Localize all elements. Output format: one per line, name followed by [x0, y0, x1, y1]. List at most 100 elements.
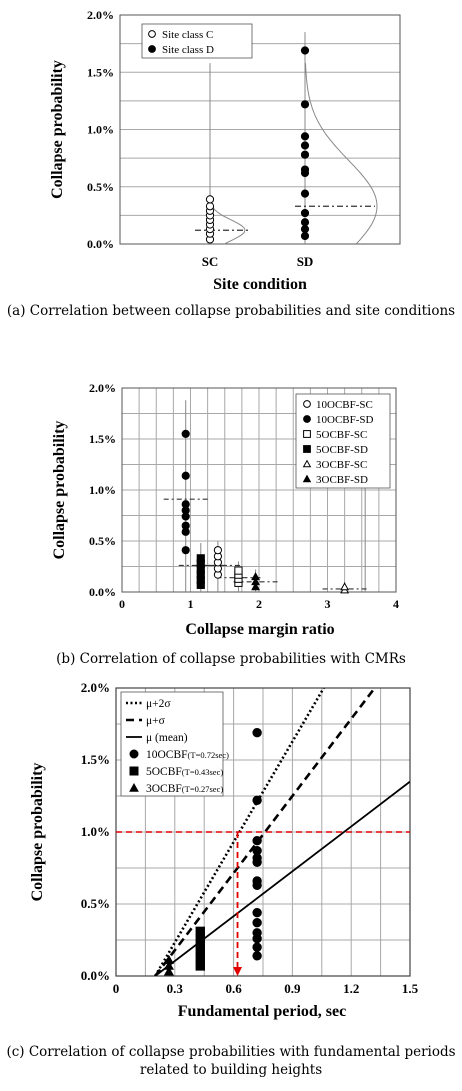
legend-label: 5OCBF-SD	[316, 444, 368, 456]
data-point-5ocbf-sd	[196, 554, 205, 563]
data-point-10ocbf-sd	[181, 500, 190, 509]
y-tick-label: 2.0%	[87, 8, 114, 22]
data-point-site-class-d	[300, 208, 310, 218]
data-point-5ocbf	[195, 961, 205, 971]
y-axis-title: Collapse probability	[29, 763, 46, 902]
data-point-site-class-d	[300, 141, 310, 150]
x-tick-label: 0	[119, 597, 125, 611]
data-point-10ocbf	[252, 951, 262, 961]
legend-marker	[129, 782, 139, 792]
data-point-site-class-d	[300, 189, 310, 198]
legend-marker	[303, 415, 311, 423]
plot-frame	[121, 387, 397, 593]
data-point-site-class-c	[205, 202, 215, 211]
x-tick-label: 0.6	[225, 981, 242, 996]
caption-c: (c) Correlation of collapse probabilitie…	[6, 1044, 456, 1078]
y-tick-label: 0.5%	[87, 180, 114, 194]
data-point-10ocbf-sd	[181, 546, 190, 555]
x-tick-label: 4	[393, 597, 399, 611]
legend-box	[295, 393, 391, 489]
y-tick-label: 2.0%	[81, 680, 110, 695]
y-tick-label: 1.5%	[87, 65, 114, 79]
legend-label: 3OCBF-SC	[316, 459, 367, 471]
legend-label-period: (T=0.72sec)	[188, 750, 230, 760]
data-point-site-class-d	[300, 132, 310, 141]
legend-marker	[303, 400, 311, 408]
data-point-10ocbf-sd	[181, 471, 190, 480]
legend-marker	[148, 45, 156, 53]
distribution-curve-sc	[209, 63, 246, 245]
data-point-10ocbf	[252, 928, 262, 938]
data-point-10ocbf	[252, 795, 262, 806]
y-tick-label: 1.0%	[89, 483, 116, 497]
legend-marker	[302, 474, 312, 483]
chart-a-svg: 0.0% 0.5% 1.0% 1.5% 2.0% SC SD Site condition Co…	[49, 8, 401, 293]
x-tick-label: 2	[256, 597, 262, 611]
data-point-5ocbf-sc	[234, 566, 243, 575]
y-tick-label: 0.5%	[81, 896, 110, 911]
y-tick-label: 1.5%	[89, 432, 116, 446]
x-tick-label: 0.3	[167, 981, 184, 996]
legend-label-period: (T=0.27sec)	[182, 784, 224, 794]
data-point-site-class-d	[300, 150, 310, 159]
x-tick-label: 3	[325, 597, 331, 611]
caption-b: (b) Correlation of collapse probabilitie…	[56, 651, 406, 667]
y-tick-label: 1.0%	[81, 824, 110, 839]
data-point-site-class-d	[300, 100, 310, 109]
data-point-10ocbf-sc	[213, 546, 222, 555]
legend-label: 10OCBF(T=0.72sec)	[146, 749, 229, 761]
x-tick-label: SD	[297, 254, 314, 269]
data-point-10ocbf	[252, 846, 262, 856]
legend-marker	[148, 30, 156, 38]
y-tick-label: 0.0%	[89, 585, 116, 599]
data-point-3ocbf	[163, 966, 174, 976]
legend-marker	[303, 445, 311, 453]
caption-a: (a) Correlation between collapse probabi…	[6, 303, 456, 319]
legend-marker	[302, 459, 312, 468]
x-tick-label: SC	[202, 254, 219, 269]
legend-label: 10OCBF-SD	[316, 414, 374, 426]
y-axis-title: Collapse probability	[49, 60, 66, 199]
chart-b: 0.0% 0.5% 1.0% 1.5% 2.0% 0 1 2 3 4 Collapse margin…	[0, 368, 462, 648]
data-point-3ocbf-sd	[251, 572, 261, 581]
data-point-3ocbf-sc	[340, 582, 350, 591]
data-point-10ocbf-sd	[181, 429, 190, 439]
data-point-site-class-d	[300, 46, 310, 55]
legend-label: Site class C	[162, 29, 213, 41]
legend-label: Site class D	[162, 44, 214, 56]
legend-marker	[129, 766, 139, 776]
chart-b-svg: 0.0% 0.5% 1.0% 1.5% 2.0% 0 1 2 3 4 Collapse margin…	[51, 381, 399, 638]
legend-label: μ (mean)	[146, 732, 188, 744]
data-point-10ocbf	[252, 942, 262, 952]
x-tick-label: 0.9	[284, 981, 301, 996]
reference-arrowhead	[233, 967, 243, 976]
legend-label: 10OCBF-SC	[316, 399, 373, 411]
data-point-3ocbf-sd	[251, 577, 261, 586]
data-point-10ocbf	[252, 876, 262, 886]
data-point-site-class-d	[300, 165, 310, 174]
plot-frame	[119, 14, 401, 245]
legend-label: μ+σ	[146, 715, 166, 727]
data-point-10ocbf	[252, 727, 262, 738]
legend-label: 3OCBF-SD	[316, 474, 368, 486]
legend-box	[141, 23, 253, 59]
data-point-5ocbf	[195, 952, 205, 962]
data-point-5ocbf	[195, 935, 205, 945]
data-point-site-class-d	[300, 225, 310, 234]
x-axis-title: Fundamental period, sec	[178, 1003, 346, 1020]
data-point-site-class-c	[205, 195, 215, 204]
data-point-5ocbf	[195, 926, 205, 937]
data-point-site-class-d	[300, 231, 310, 241]
y-tick-label: 0.0%	[81, 968, 110, 983]
x-axis-title: Collapse margin ratio	[185, 621, 334, 638]
legend-label-period: (T=0.43sec)	[182, 767, 224, 777]
legend-label: 5OCBF-SC	[316, 429, 367, 441]
data-point-10ocbf	[252, 907, 262, 918]
chart-a: 0.0% 0.5% 1.0% 1.5% 2.0% SC SD Site condition Co…	[0, 0, 462, 300]
y-tick-label: 0.0%	[87, 237, 114, 251]
data-point-3ocbf	[163, 960, 174, 970]
y-tick-label: 0.5%	[89, 534, 116, 548]
x-tick-label: 1.5	[402, 981, 419, 996]
legend-box	[120, 691, 224, 797]
legend-marker	[129, 749, 139, 759]
